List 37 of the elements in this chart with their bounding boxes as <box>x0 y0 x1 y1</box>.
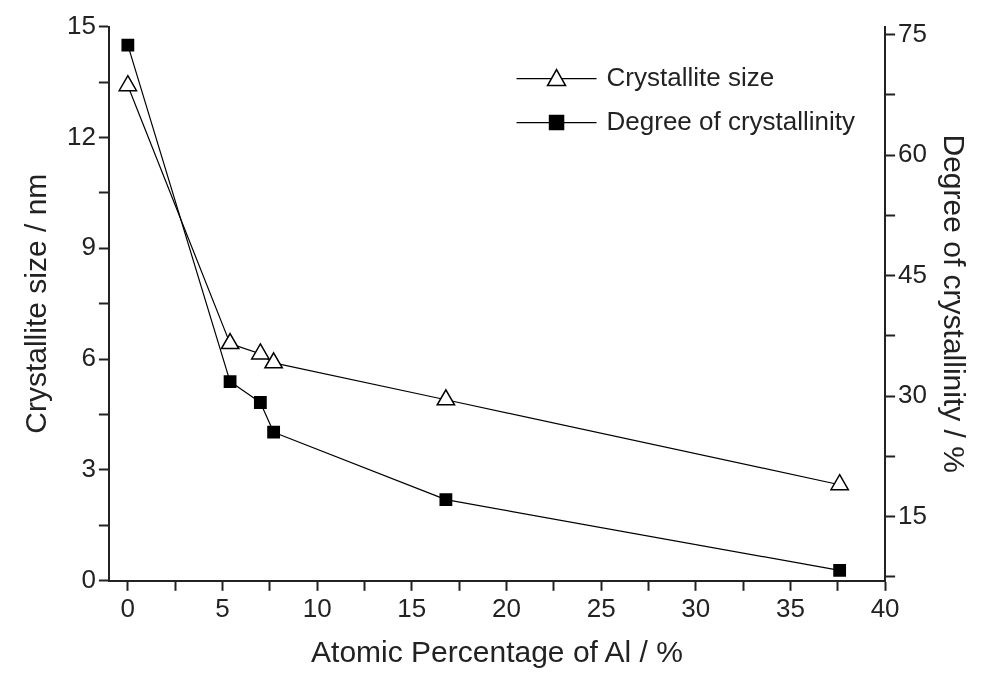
point <box>833 563 847 577</box>
y2-tick-label: 60 <box>898 138 927 169</box>
y-tick-label: 0 <box>81 563 96 594</box>
x-tick-label: 40 <box>870 592 900 623</box>
x-tick-label: 15 <box>397 592 427 623</box>
point <box>830 473 850 491</box>
y2-tick-label: 15 <box>898 499 927 530</box>
x-axis-title: Atomic Percentage of Al / % <box>311 635 683 669</box>
point <box>250 343 270 360</box>
y2-tick-label: 30 <box>898 379 927 410</box>
y-axis-title: Crystallite size / nm <box>19 173 53 434</box>
point <box>436 389 456 406</box>
legend-label: Crystallite size <box>606 61 775 92</box>
y2-axis-title: Degree of crystallinity / % <box>937 134 971 473</box>
legend-label: Degree of crystallinity <box>606 105 856 136</box>
x-tick-label: 25 <box>586 592 616 623</box>
point <box>223 375 237 389</box>
x-tick-label: 30 <box>681 592 711 623</box>
y-tick-label: 15 <box>67 9 96 40</box>
y-tick-label: 9 <box>81 231 96 262</box>
x-tick-label: 20 <box>492 592 521 623</box>
point <box>439 493 453 507</box>
y2-tick-label: 45 <box>898 258 927 289</box>
y-tick-label: 3 <box>81 453 96 484</box>
x-tick-label: 35 <box>775 592 805 623</box>
point <box>118 74 138 92</box>
point <box>264 352 284 369</box>
point <box>267 425 281 439</box>
y-tick-label: 12 <box>67 120 96 151</box>
point <box>220 332 240 350</box>
y-tick-label: 6 <box>81 342 96 373</box>
x-tick-label: 0 <box>120 592 136 623</box>
y2-tick-label: 75 <box>898 17 927 48</box>
x-tick-label: 10 <box>302 592 332 623</box>
x-tick-label: 5 <box>215 592 230 623</box>
point <box>253 396 267 409</box>
point <box>121 38 135 52</box>
